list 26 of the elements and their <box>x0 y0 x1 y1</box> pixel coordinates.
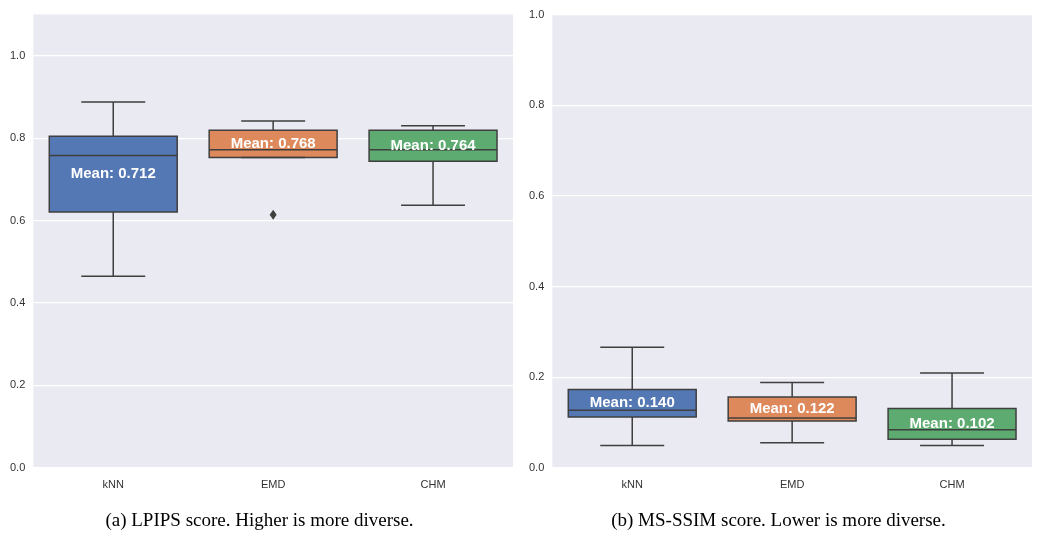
annotation: Mean: 0.764 <box>390 135 477 153</box>
x-tick-label: EMD <box>779 478 805 491</box>
x-tick-label: CHM <box>420 478 446 491</box>
y-tick-label: 0.2 <box>9 378 26 391</box>
y-tick-label: 0.0 <box>9 460 26 473</box>
y-tick-label: 0.6 <box>528 188 545 201</box>
y-tick-label: 0.0 <box>528 460 545 473</box>
annotation: Mean: 0.122 <box>749 399 835 417</box>
y-tick-label: 0.4 <box>528 279 545 292</box>
annotation: Mean: 0.102 <box>909 413 995 431</box>
x-tick-label: EMD <box>260 478 286 491</box>
x-tick-label: kNN <box>102 478 124 491</box>
text: (a) LPIPS score. Higher is more diverse. <box>104 509 415 531</box>
annotation: Mean: 0.140 <box>589 393 675 411</box>
x-tick-label: kNN <box>621 478 643 491</box>
y-tick-label: 0.6 <box>9 213 26 226</box>
y-tick-label: 1.0 <box>528 7 545 20</box>
text: (b) MS-SSIM score. Lower is more diverse. <box>610 509 947 531</box>
annotation: Mean: 0.768 <box>230 134 316 152</box>
y-tick-label: 1.0 <box>9 48 26 61</box>
annotation: Mean: 0.712 <box>70 164 156 182</box>
y-tick-label: 0.4 <box>9 296 26 309</box>
y-tick-label: 0.2 <box>528 370 545 383</box>
y-tick-label: 0.8 <box>9 131 26 144</box>
y-tick-label: 0.8 <box>528 98 545 111</box>
x-tick-label: CHM <box>939 478 965 491</box>
